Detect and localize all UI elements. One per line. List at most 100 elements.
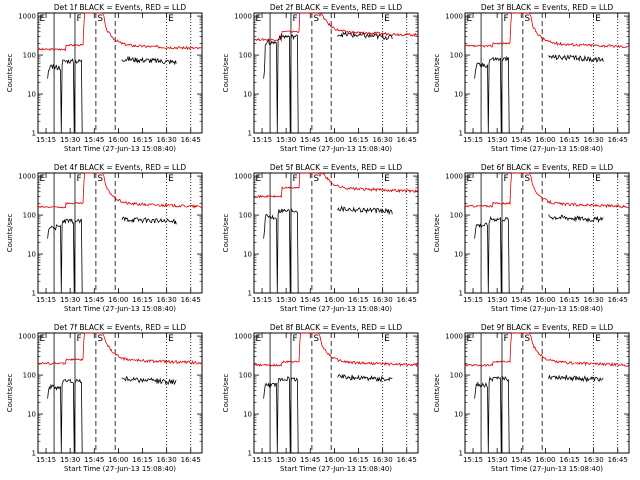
marker-label: S (97, 14, 103, 24)
x-tick-label: 16:00 (324, 296, 344, 304)
marker-label: S (524, 14, 530, 24)
marker-label: S (524, 334, 530, 344)
marker-label: E (168, 174, 174, 184)
marker-label: F (503, 334, 508, 344)
events-series-line (47, 218, 83, 294)
x-tick-label: 16:30 (157, 136, 177, 144)
x-tick-label: 16:15 (132, 136, 152, 144)
y-tick-label: 1000 (234, 333, 252, 341)
x-tick-label: 16:00 (535, 296, 555, 304)
x-tick-label: 16:15 (132, 296, 152, 304)
x-axis-label: Start Time (27-Jun-13 15:08:40) (491, 305, 603, 313)
x-tick-label: 15:15 (252, 456, 272, 464)
y-tick-label: 1 (32, 450, 36, 458)
marker-label: E (256, 14, 262, 24)
x-tick-label: 16:15 (559, 136, 579, 144)
marker-label: E (384, 334, 390, 344)
events-series-line (263, 376, 299, 454)
marker-label: S (524, 174, 530, 184)
x-tick-label: 15:15 (463, 136, 483, 144)
y-tick-label: 100 (23, 52, 36, 60)
x-tick-label: 16:45 (181, 136, 201, 144)
marker-label: E (595, 334, 601, 344)
events-series-line-late (337, 205, 393, 216)
y-tick-label: 10 (454, 411, 463, 419)
marker-label: E (40, 334, 46, 344)
panel-5: Det 5f BLACK = Events, RED = LLD 1 10 100 10… (222, 163, 419, 313)
marker-label: F (76, 334, 81, 344)
events-series-line-late (121, 216, 177, 225)
plot-frame (464, 332, 630, 454)
y-tick-label: 1000 (445, 333, 463, 341)
panel-title: Det 3f BLACK = Events, RED = LLD (481, 3, 614, 12)
x-tick-label: 15:30 (487, 136, 507, 144)
x-tick-label: 15:30 (276, 456, 296, 464)
marker-label: F (76, 174, 81, 184)
y-axis-label: Counts/sec (433, 214, 441, 253)
y-tick-label: 10 (27, 91, 36, 99)
panel-title: Det 9f BLACK = Events, RED = LLD (481, 323, 614, 332)
y-tick-label: 1 (459, 450, 463, 458)
panel-title: Det 1f BLACK = Events, RED = LLD (54, 3, 187, 12)
x-tick-label: 15:45 (511, 296, 531, 304)
x-tick-label: 16:45 (608, 456, 628, 464)
x-tick-label: 16:30 (373, 456, 393, 464)
panel-title: Det 2f BLACK = Events, RED = LLD (270, 3, 403, 12)
x-tick-label: 15:15 (463, 456, 483, 464)
panel-title: Det 4f BLACK = Events, RED = LLD (54, 163, 187, 172)
x-tick-label: 16:00 (324, 456, 344, 464)
x-tick-label: 15:45 (511, 136, 531, 144)
y-axis-label: Counts/sec (222, 54, 230, 93)
y-tick-label: 10 (454, 251, 463, 259)
lld-series-line (253, 332, 419, 368)
marker-label: F (503, 14, 508, 24)
y-tick-label: 1 (248, 130, 252, 138)
marker-label: E (40, 14, 46, 24)
panel-3: Det 3f BLACK = Events, RED = LLD 1 10 100 10… (433, 3, 630, 153)
y-tick-label: 1 (459, 290, 463, 298)
x-tick-label: 16:30 (373, 136, 393, 144)
events-series-line (263, 208, 299, 294)
marker-label: E (467, 14, 473, 24)
x-tick-label: 15:30 (276, 136, 296, 144)
y-tick-label: 1000 (234, 13, 252, 21)
plot-frame (464, 12, 630, 134)
marker-label: E (467, 334, 473, 344)
y-tick-label: 1000 (18, 333, 36, 341)
marker-label: E (256, 334, 262, 344)
x-axis-label: Start Time (27-Jun-13 15:08:40) (491, 465, 603, 473)
lld-series-line (37, 332, 203, 365)
x-tick-label: 15:45 (84, 456, 104, 464)
events-series-line-late (121, 55, 177, 66)
y-tick-label: 10 (243, 91, 252, 99)
x-tick-label: 16:00 (108, 136, 128, 144)
y-axis-label: Counts/sec (6, 214, 14, 253)
x-tick-label: 15:15 (252, 296, 272, 304)
panel-9: Det 9f BLACK = Events, RED = LLD 1 10 100 10… (433, 323, 630, 473)
events-series-line-late (548, 374, 604, 383)
x-tick-label: 16:45 (181, 456, 201, 464)
y-axis-label: Counts/sec (433, 54, 441, 93)
panel-6: Det 6f BLACK = Events, RED = LLD 1 10 100 10… (433, 163, 630, 313)
x-tick-label: 16:30 (157, 456, 177, 464)
x-axis-label: Start Time (27-Jun-13 15:08:40) (280, 145, 392, 153)
y-tick-label: 100 (23, 372, 36, 380)
x-tick-label: 16:00 (535, 456, 555, 464)
x-tick-label: 15:15 (252, 136, 272, 144)
events-series-line (474, 215, 510, 294)
x-tick-label: 16:30 (157, 296, 177, 304)
y-tick-label: 100 (450, 372, 463, 380)
marker-label: E (467, 174, 473, 184)
plot-frame (37, 332, 203, 454)
marker-label: E (168, 14, 174, 24)
panel-title: Det 8f BLACK = Events, RED = LLD (270, 323, 403, 332)
x-tick-label: 15:30 (60, 296, 80, 304)
x-tick-label: 16:45 (181, 296, 201, 304)
x-tick-label: 16:30 (584, 456, 604, 464)
x-tick-label: 16:30 (584, 296, 604, 304)
events-series-line (474, 375, 510, 454)
events-series-line-late (337, 373, 393, 383)
marker-label: S (313, 174, 319, 184)
x-axis-label: Start Time (27-Jun-13 15:08:40) (280, 465, 392, 473)
